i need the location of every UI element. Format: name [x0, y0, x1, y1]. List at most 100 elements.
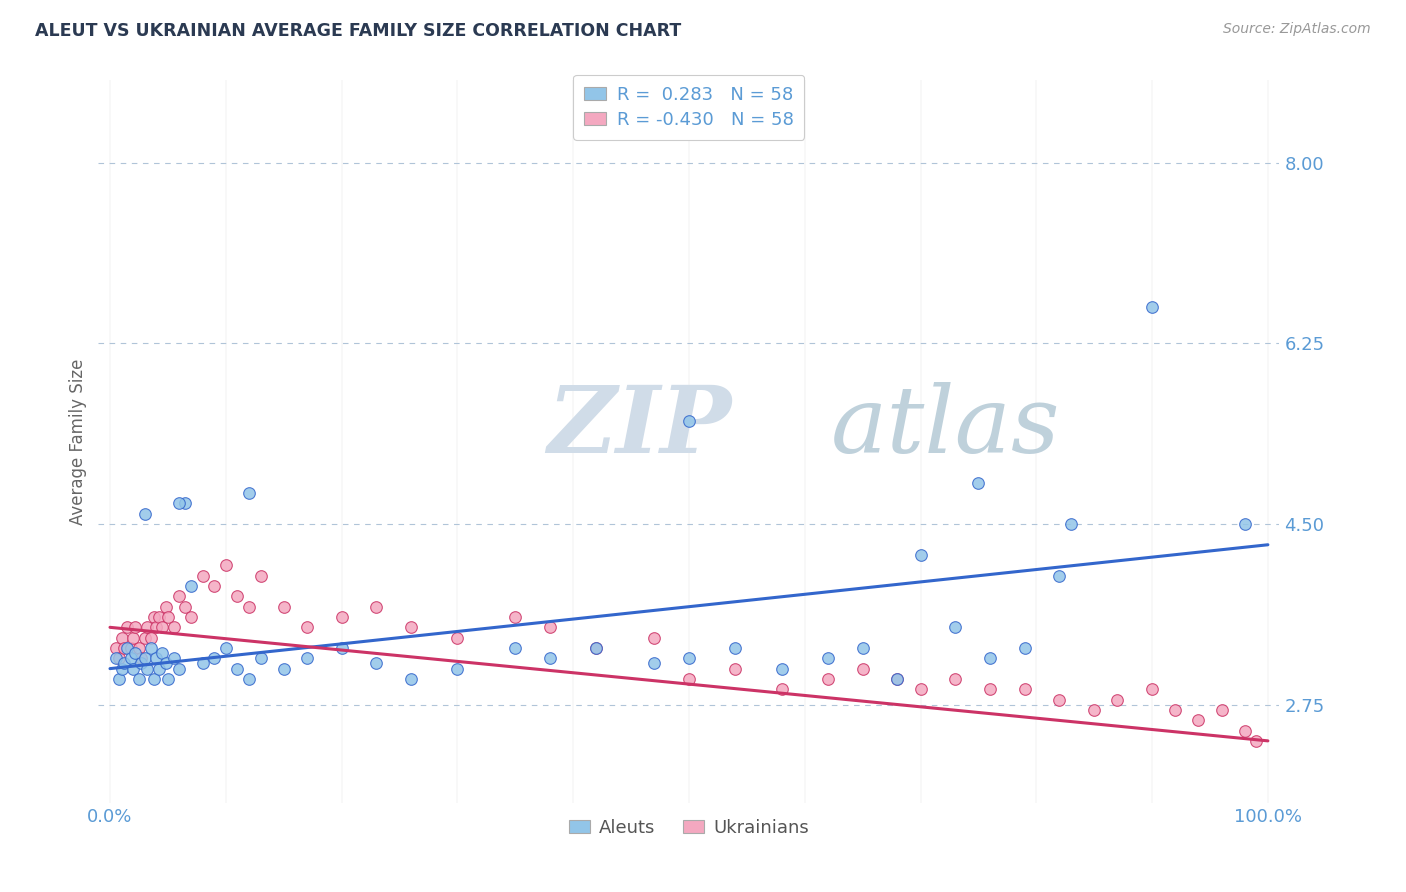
Point [120, 651, 142, 665]
Point [399, 672, 422, 686]
Point [156, 610, 179, 624]
Point [643, 631, 665, 645]
Point [330, 640, 353, 655]
Point [910, 548, 932, 562]
Point [910, 682, 932, 697]
Point [117, 640, 139, 655]
Point [678, 414, 700, 428]
Text: atlas: atlas [831, 382, 1060, 472]
Point [295, 620, 318, 634]
Point [249, 651, 271, 665]
Point [1187, 713, 1209, 727]
Point [852, 640, 875, 655]
Point [136, 662, 159, 676]
Point [678, 672, 700, 686]
Point [134, 651, 156, 665]
Point [678, 651, 700, 665]
Point [104, 640, 127, 655]
Point [163, 620, 186, 634]
Point [295, 651, 318, 665]
Point [366, 657, 388, 671]
Point [1233, 723, 1256, 738]
Text: ALEUT VS UKRAINIAN AVERAGE FAMILY SIZE CORRELATION CHART: ALEUT VS UKRAINIAN AVERAGE FAMILY SIZE C… [35, 22, 682, 40]
Point [817, 672, 839, 686]
Point [226, 590, 249, 604]
Point [273, 662, 295, 676]
Point [145, 651, 167, 665]
Point [112, 657, 135, 671]
Point [139, 640, 162, 655]
Point [886, 672, 908, 686]
Point [1107, 692, 1129, 706]
Point [148, 662, 170, 676]
Point [1014, 682, 1036, 697]
Point [399, 620, 422, 634]
Point [1233, 517, 1256, 532]
Point [1246, 734, 1268, 748]
Point [169, 496, 191, 510]
Point [191, 568, 214, 582]
Point [446, 631, 468, 645]
Point [124, 646, 146, 660]
Point [538, 620, 561, 634]
Point [1164, 703, 1187, 717]
Point [886, 672, 908, 686]
Point [169, 662, 191, 676]
Point [150, 620, 173, 634]
Point [202, 579, 225, 593]
Point [128, 640, 150, 655]
Point [169, 590, 191, 604]
Point [139, 631, 162, 645]
Point [215, 558, 238, 573]
Point [249, 568, 271, 582]
Point [112, 640, 135, 655]
Point [226, 662, 249, 676]
Point [585, 640, 607, 655]
Point [1140, 301, 1163, 315]
Point [724, 662, 747, 676]
Point [1060, 517, 1083, 532]
Point [585, 640, 607, 655]
Point [108, 651, 131, 665]
Point [136, 620, 159, 634]
Legend: Aleuts, Ukrainians: Aleuts, Ukrainians [561, 812, 817, 845]
Point [1211, 703, 1233, 717]
Point [330, 610, 353, 624]
Point [215, 640, 238, 655]
Point [155, 657, 177, 671]
Point [156, 672, 179, 686]
Point [117, 620, 139, 634]
Point [120, 640, 142, 655]
Point [104, 651, 127, 665]
Point [134, 507, 156, 521]
Point [770, 662, 793, 676]
Point [108, 672, 131, 686]
Text: Source: ZipAtlas.com: Source: ZipAtlas.com [1223, 22, 1371, 37]
Point [1049, 692, 1071, 706]
Point [155, 599, 177, 614]
Point [191, 657, 214, 671]
Point [202, 651, 225, 665]
Point [129, 657, 152, 671]
Point [174, 496, 197, 510]
Point [180, 610, 202, 624]
Point [503, 610, 526, 624]
Point [122, 631, 145, 645]
Point [1049, 568, 1071, 582]
Point [643, 657, 665, 671]
Point [979, 682, 1001, 697]
Point [770, 682, 793, 697]
Point [148, 610, 170, 624]
Point [503, 640, 526, 655]
Point [124, 620, 146, 634]
Point [128, 672, 150, 686]
Point [724, 640, 747, 655]
Point [145, 620, 167, 634]
Point [143, 672, 166, 686]
Point [366, 599, 388, 614]
Point [943, 672, 966, 686]
Point [134, 631, 156, 645]
Point [238, 672, 260, 686]
Point [1083, 703, 1105, 717]
Point [150, 646, 173, 660]
